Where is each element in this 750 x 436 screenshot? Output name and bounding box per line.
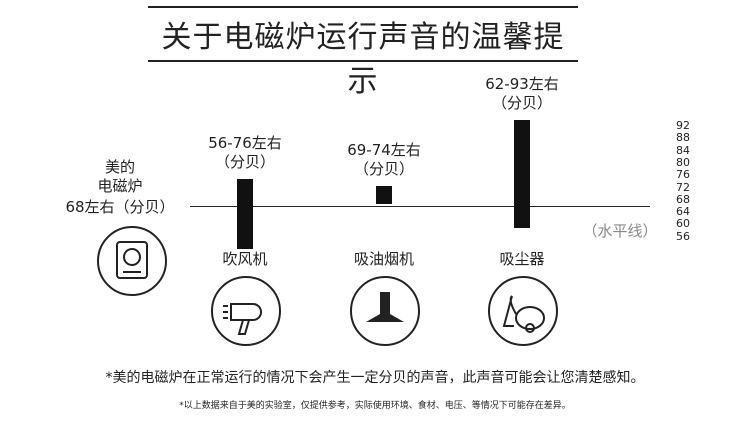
y-tick-label: 76 [676,168,690,182]
induction-label-1: 美的 [104,158,135,176]
appliance-icon [488,276,558,346]
appliance-name: 吹风机 [222,250,268,268]
note-primary: *美的电磁炉在正常运行的情况下会产生一定分贝的声音，此声音可能会让您清楚感知。 [105,370,645,386]
title-top-rule [148,6,578,8]
range-label: 69-74左右 [347,141,421,159]
note-disclaimer: *以上数据来自于美的实验室，仅提供参考，实际使用环境、食材、电压、等情况下可能存… [179,401,571,411]
decibel-bar [376,186,392,204]
decibel-bar [514,119,530,228]
y-tick-label: 92 [676,119,690,132]
range-label: 56-76左右 [208,134,282,152]
unit-label: （分贝） [214,153,275,171]
unit-label: （分贝） [491,93,552,112]
appliance-name: 吸尘器 [499,250,545,268]
appliance-icon [350,276,420,346]
y-tick-label: 80 [676,155,690,169]
induction-label-3: 68左右（分贝） [65,198,175,216]
appliance-icon [211,276,281,346]
y-tick-label: 88 [676,131,690,145]
y-tick-label: 68 [676,192,690,206]
induction-cooker-icon [97,226,167,296]
y-tick-label: 84 [676,143,690,157]
y-tick-label: 64 [676,205,690,219]
decibel-bar [237,179,253,249]
horizon-line [190,206,650,207]
y-tick-label: 72 [676,180,690,194]
horizon-label: （水平线） [582,222,658,240]
unit-label: （分贝） [353,160,414,178]
range-label: 62-93左右 [485,74,559,93]
y-tick-label: 56 [676,229,690,243]
appliance-name: 吸油烟机 [353,250,414,268]
title-bottom-rule [148,60,578,62]
y-tick-label: 60 [676,217,690,231]
induction-label-2: 电磁炉 [97,177,143,195]
page-title: 关于电磁炉运行声音的温馨提示 [161,20,565,99]
